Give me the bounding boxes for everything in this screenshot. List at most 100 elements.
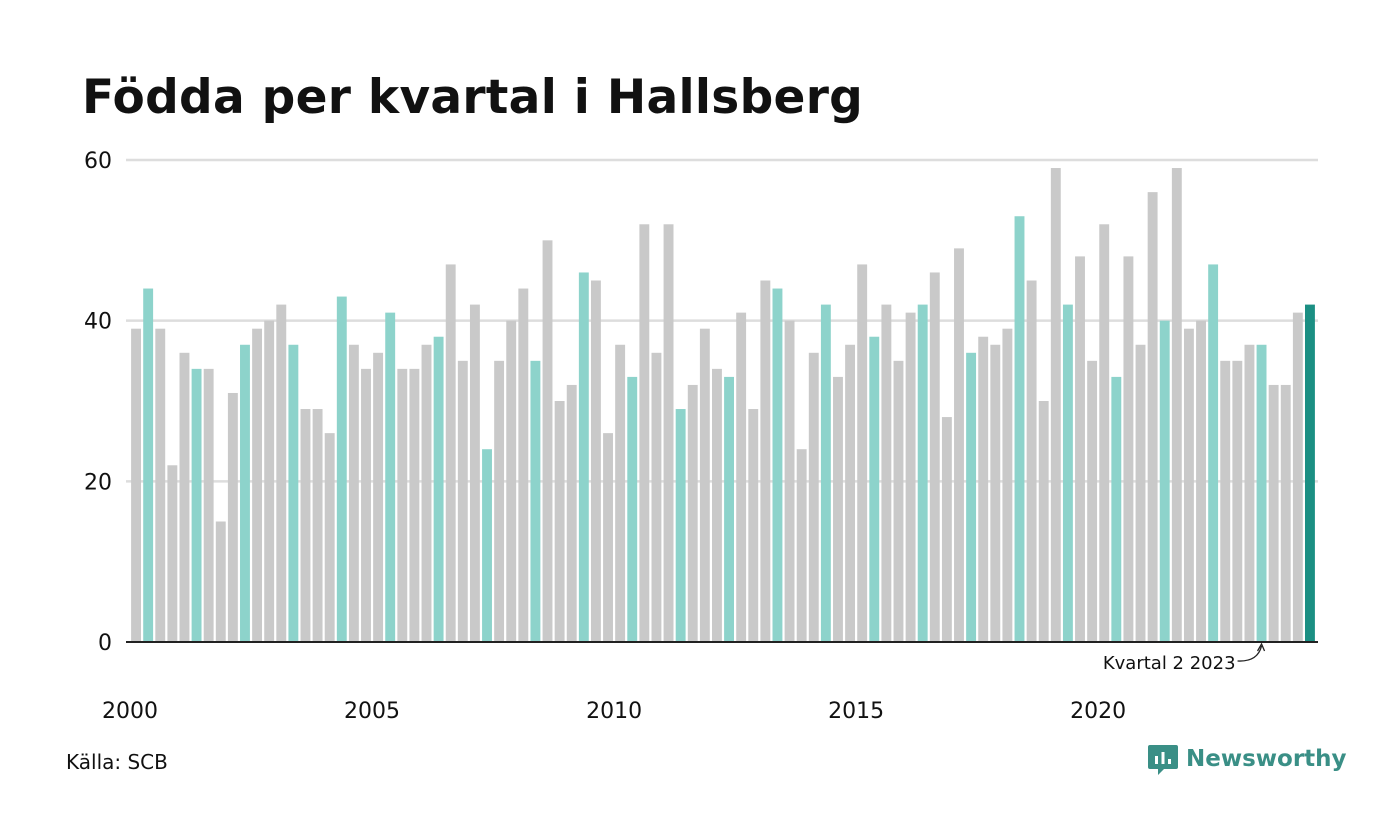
bar	[615, 344, 626, 642]
bar	[1050, 168, 1061, 643]
bar	[1183, 328, 1194, 642]
bar	[857, 264, 868, 642]
bar	[566, 384, 577, 642]
bar	[990, 344, 1001, 642]
bar	[482, 449, 492, 642]
x-tick-label: 2000	[102, 699, 158, 724]
bars	[131, 168, 1315, 643]
bar	[155, 328, 166, 642]
bar	[905, 312, 916, 642]
bar	[215, 521, 226, 642]
bar	[1075, 256, 1085, 642]
bar	[1256, 344, 1267, 642]
bar	[711, 368, 722, 642]
bar	[1220, 360, 1231, 642]
bar	[433, 336, 444, 642]
bar	[167, 465, 178, 642]
bar	[421, 344, 432, 642]
bar	[131, 328, 142, 642]
bar	[1208, 264, 1219, 642]
bar	[784, 320, 795, 642]
bar	[724, 376, 735, 642]
bar	[203, 368, 214, 642]
bar	[506, 320, 517, 642]
brand-logo: Newsworthy	[1148, 742, 1347, 776]
bar	[893, 360, 904, 642]
bar	[954, 248, 964, 642]
bar	[1196, 320, 1206, 642]
bar	[917, 304, 928, 642]
annotation-label: Kvartal 2 2023	[1103, 653, 1236, 674]
x-tick-label: 2020	[1070, 699, 1126, 724]
bar	[808, 352, 819, 642]
bar	[324, 433, 335, 642]
bar	[1026, 280, 1037, 642]
bar	[143, 288, 154, 642]
annotation-arrow	[1237, 645, 1263, 662]
bar	[179, 352, 190, 642]
y-tick-label: 20	[84, 470, 112, 495]
bar	[1159, 320, 1170, 642]
bar	[1087, 360, 1098, 642]
annotation: Kvartal 2 2023	[1103, 642, 1266, 674]
bar	[627, 376, 638, 642]
bar	[929, 272, 940, 642]
bar	[1304, 304, 1315, 642]
bar	[1038, 401, 1049, 642]
bar	[191, 368, 202, 642]
x-tick-label: 2015	[828, 699, 884, 724]
bar	[941, 417, 952, 642]
bar	[772, 288, 783, 642]
bar	[675, 409, 686, 642]
bar	[554, 401, 565, 642]
bar	[300, 409, 311, 642]
bar	[1135, 344, 1146, 642]
bar	[1171, 168, 1182, 643]
y-tick-label: 60	[84, 149, 112, 174]
bar	[869, 336, 880, 642]
bar	[796, 449, 807, 642]
bar	[1014, 216, 1025, 642]
bar	[494, 360, 505, 642]
bar	[748, 409, 759, 642]
chart-title: Födda per kvartal i Hallsberg	[82, 70, 864, 125]
bar	[978, 336, 989, 642]
bar	[457, 360, 468, 642]
bar	[530, 360, 541, 642]
bar	[651, 352, 662, 642]
bar	[578, 272, 589, 642]
bar	[469, 304, 480, 642]
bar	[699, 328, 710, 642]
bar-chart: 0 20 40 60 2000 2005 2010 2015 2020 Kvartal 2 2…	[84, 149, 1318, 724]
bar	[1099, 224, 1110, 642]
y-tick-label: 0	[98, 631, 112, 656]
source-label: Källa: SCB	[66, 750, 168, 774]
bar	[687, 384, 698, 642]
bar	[1292, 312, 1303, 642]
bar	[1244, 344, 1255, 642]
annotation-arrowhead	[1256, 642, 1266, 652]
bar	[276, 304, 287, 642]
bar	[385, 312, 396, 642]
bar	[409, 368, 420, 642]
bar	[312, 409, 323, 642]
bar	[348, 344, 359, 642]
bar	[1147, 192, 1158, 642]
bar	[542, 240, 553, 643]
bar	[1268, 384, 1279, 642]
y-tick-label: 40	[84, 310, 112, 335]
x-axis-ticks: 2000 2005 2010 2015 2020	[102, 699, 1126, 724]
bar	[1111, 376, 1122, 642]
bar	[252, 328, 263, 642]
bar	[1123, 256, 1134, 642]
bar	[336, 296, 347, 642]
bar	[881, 304, 892, 642]
bar	[240, 344, 250, 642]
bar	[445, 264, 456, 642]
bar	[845, 344, 856, 642]
newsworthy-logo-icon	[1148, 745, 1178, 775]
brand-name: Newsworthy	[1186, 746, 1347, 772]
bar	[639, 224, 650, 642]
bar	[663, 224, 674, 642]
bar	[288, 344, 299, 642]
